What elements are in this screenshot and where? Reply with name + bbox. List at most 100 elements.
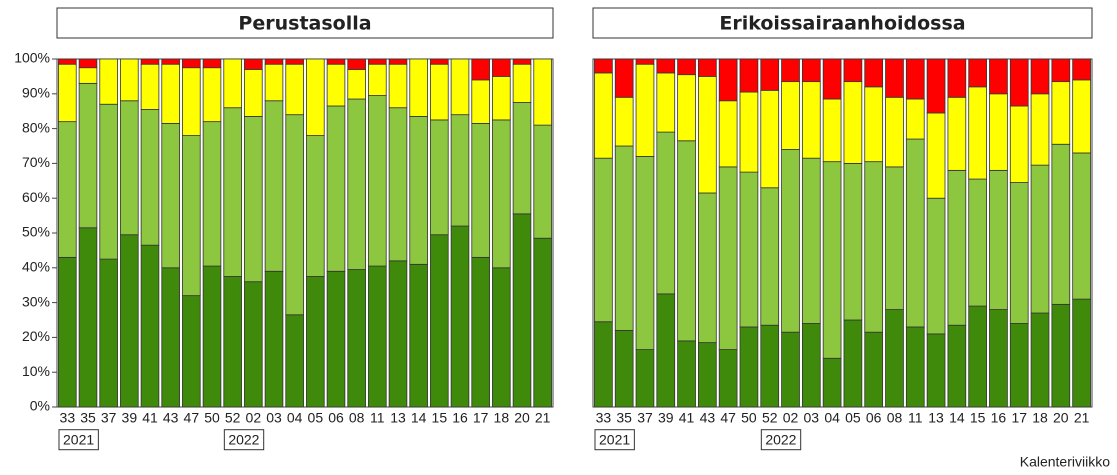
- bar-segment: [864, 86, 884, 163]
- bar-segment: [947, 324, 967, 408]
- bar-segment: [739, 58, 759, 93]
- bar-segment: [306, 135, 325, 277]
- year-label: 2021: [599, 432, 630, 448]
- x-tick-label: 11: [370, 410, 385, 426]
- bar-segment: [120, 100, 139, 236]
- x-tick-label: 02: [783, 410, 799, 426]
- bar-segment: [1072, 298, 1091, 408]
- bar-segment: [533, 237, 552, 408]
- x-tick-label: 47: [720, 410, 736, 426]
- x-tick-label: 20: [514, 410, 530, 426]
- bar-segment: [161, 267, 180, 408]
- bar-segment: [718, 58, 738, 102]
- bar-segment: [409, 58, 428, 117]
- x-tick-label: 43: [163, 410, 179, 426]
- x-tick-label: 16: [991, 410, 1007, 426]
- title-box: [56, 7, 554, 39]
- x-axis-label: Kalenteriviikko: [1020, 454, 1110, 470]
- bar-segment: [471, 79, 490, 124]
- x-tick-label: 35: [616, 410, 632, 426]
- bar-segment: [822, 98, 842, 163]
- bar-segment: [223, 276, 242, 408]
- bar-segment: [781, 149, 800, 333]
- bar-segment: [905, 138, 925, 328]
- bar-segment: [430, 119, 449, 236]
- bar-segment: [347, 69, 366, 100]
- bar-segment: [326, 63, 346, 107]
- x-tick-label: 05: [845, 410, 861, 426]
- x-tick-label: 17: [473, 410, 489, 426]
- bar-segment: [1051, 81, 1071, 145]
- bar-segment: [864, 58, 884, 88]
- bar-segment: [989, 169, 1008, 310]
- bar-segment: [388, 107, 408, 262]
- bar-segment: [285, 58, 304, 65]
- bar-segment: [1072, 79, 1091, 154]
- bar-segment: [885, 96, 904, 168]
- bar-segment: [926, 197, 946, 335]
- bar-segment: [450, 58, 470, 116]
- bar-segment: [99, 58, 118, 105]
- bar-segment: [182, 67, 201, 136]
- bar-segment: [614, 58, 634, 98]
- x-tick-label: 18: [1032, 410, 1048, 426]
- bar-segment: [368, 58, 387, 65]
- bar-segment: [635, 58, 655, 65]
- bar-segment: [947, 96, 967, 171]
- bar-segment: [989, 309, 1008, 408]
- bar-segment: [1009, 323, 1029, 408]
- x-tick-label: 11: [908, 410, 923, 426]
- bar-segment: [388, 260, 408, 408]
- bar-segment: [781, 81, 800, 150]
- x-tick-label: 37: [101, 410, 117, 426]
- bar-segment: [182, 58, 201, 69]
- bar-segment: [926, 333, 946, 408]
- bar-segment: [739, 326, 759, 408]
- bar-segment: [285, 63, 304, 116]
- plot-area: [592, 58, 1093, 408]
- bar-segment: [492, 267, 511, 408]
- bar-segment: [492, 119, 511, 269]
- x-tick-label: 33: [60, 410, 76, 426]
- y-tick-label: 0%: [30, 398, 50, 414]
- bar-segment: [244, 69, 263, 117]
- x-tick-label: 35: [80, 410, 96, 426]
- bar-segment: [202, 121, 222, 267]
- title-box: [592, 7, 1093, 39]
- bar-segment: [1051, 143, 1071, 305]
- bar-segment: [430, 58, 449, 65]
- bar-segment: [1030, 312, 1050, 408]
- bar-segment: [781, 331, 800, 408]
- bar-segment: [781, 58, 800, 83]
- bar-segment: [161, 122, 180, 269]
- bar-segment: [285, 314, 304, 408]
- chart-title: Erikoissairaanhoidossa: [719, 13, 965, 35]
- bar-segment: [306, 276, 325, 408]
- bar-segment: [430, 63, 449, 121]
- bar-segment: [58, 121, 77, 258]
- bar-segment: [161, 63, 180, 124]
- bar-segment: [533, 124, 552, 239]
- bar-segment: [244, 58, 263, 70]
- x-tick-label: 04: [287, 410, 303, 426]
- bar-segment: [989, 58, 1008, 95]
- x-tick-label: 16: [452, 410, 468, 426]
- y-tick-label: 10%: [22, 363, 50, 379]
- y-tick-label: 90%: [22, 85, 50, 101]
- year-label: 2022: [228, 432, 259, 448]
- bar-segment: [635, 349, 655, 408]
- bar-segment: [635, 63, 655, 157]
- y-tick-label: 20%: [22, 328, 50, 344]
- bar-segment: [368, 63, 387, 96]
- bar-segment: [264, 100, 284, 272]
- bar-segment: [58, 63, 77, 123]
- x-tick-label: 50: [204, 410, 220, 426]
- x-tick-label: 20: [1053, 410, 1069, 426]
- x-tick-label: 04: [824, 410, 840, 426]
- bar-segment: [677, 340, 696, 408]
- bar-segment: [223, 107, 242, 277]
- x-tick-label: 52: [762, 410, 778, 426]
- x-tick-label: 08: [887, 410, 903, 426]
- bar-segment: [120, 58, 139, 102]
- year-label: 2022: [765, 432, 796, 448]
